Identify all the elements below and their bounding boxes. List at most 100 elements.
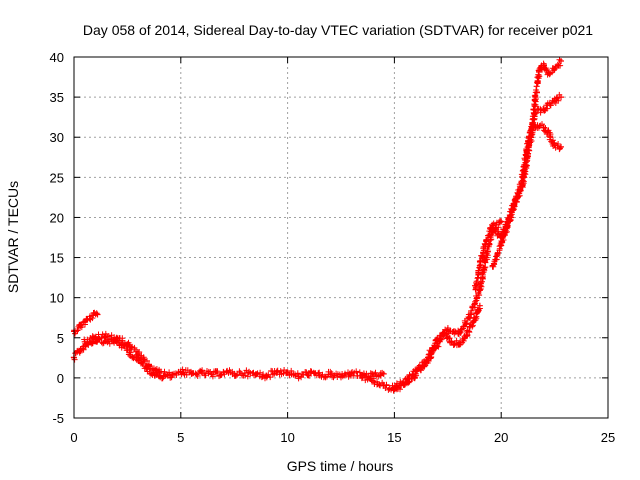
y-axis-label: SDTVAR / TECUs xyxy=(5,181,21,293)
y-tick-label: 40 xyxy=(50,50,64,65)
series-track-6 xyxy=(391,302,483,393)
data-point xyxy=(483,238,490,245)
data-points xyxy=(70,56,565,394)
data-point xyxy=(145,362,152,369)
y-tick-label: 10 xyxy=(50,291,64,306)
data-point xyxy=(540,124,547,131)
data-point xyxy=(534,122,541,129)
data-point xyxy=(434,342,441,349)
grid xyxy=(74,57,608,418)
y-tick-label: 35 xyxy=(50,90,64,105)
data-point xyxy=(241,370,248,377)
data-point xyxy=(553,95,560,102)
data-point xyxy=(273,368,280,375)
y-tick-label: 15 xyxy=(50,251,64,266)
data-point xyxy=(519,174,526,181)
data-point xyxy=(126,349,133,356)
data-point xyxy=(156,370,163,377)
data-point xyxy=(359,373,366,380)
data-point xyxy=(167,372,174,379)
data-point xyxy=(370,378,377,385)
data-points-path xyxy=(528,121,563,153)
data-point xyxy=(470,318,477,325)
data-point xyxy=(489,262,496,269)
data-point xyxy=(391,384,398,391)
data-point xyxy=(284,369,291,376)
data-point xyxy=(338,373,344,380)
y-tick-label: 0 xyxy=(57,371,64,386)
data-points-path xyxy=(71,309,100,337)
data-point xyxy=(263,372,270,379)
x-axis-label: GPS time / hours xyxy=(287,458,394,474)
x-tick-label: 20 xyxy=(494,430,508,445)
data-point xyxy=(498,218,505,225)
data-point xyxy=(525,134,532,141)
data-point xyxy=(81,338,88,345)
data-point xyxy=(231,370,238,377)
data-point xyxy=(295,373,302,380)
data-point xyxy=(209,371,216,378)
data-point xyxy=(90,312,97,319)
x-tick-label: 10 xyxy=(280,430,294,445)
data-point xyxy=(455,330,462,337)
data-point xyxy=(540,106,547,113)
data-point xyxy=(476,302,483,309)
y-tick-label: 5 xyxy=(57,331,64,346)
data-point xyxy=(489,222,496,229)
data-point xyxy=(455,341,462,348)
y-tick-label: 25 xyxy=(50,170,64,185)
data-point xyxy=(220,369,227,376)
data-point xyxy=(540,62,547,69)
data-point xyxy=(532,94,539,101)
series-track-1 xyxy=(71,309,101,337)
data-point xyxy=(440,330,447,337)
data-point xyxy=(528,126,535,133)
data-point xyxy=(472,286,479,293)
data-point xyxy=(536,66,543,73)
data-point xyxy=(547,102,554,109)
data-point xyxy=(532,110,539,117)
ticks: 0 5 10 15 20 25 -5 0 5 10 15 20 25 30 35 40 xyxy=(50,50,616,445)
x-tick-label: 0 xyxy=(70,430,77,445)
data-point xyxy=(558,143,565,150)
data-point xyxy=(402,379,409,386)
y-tick-label: 20 xyxy=(50,210,64,225)
data-point xyxy=(327,371,334,378)
data-point xyxy=(348,370,355,377)
series-track-9 xyxy=(528,121,565,153)
y-tick-label: 30 xyxy=(50,130,64,145)
data-point xyxy=(77,346,84,353)
data-point xyxy=(423,358,430,365)
data-point xyxy=(551,142,558,149)
data-point xyxy=(77,322,84,329)
data-point xyxy=(498,242,505,249)
data-point xyxy=(83,317,90,324)
x-tick-label: 5 xyxy=(177,430,184,445)
x-tick-label: 15 xyxy=(387,430,401,445)
data-point xyxy=(444,326,451,333)
plot-frame xyxy=(73,56,609,419)
series-track-8 xyxy=(489,91,565,270)
data-point xyxy=(547,134,554,141)
data-point xyxy=(316,372,323,379)
data-point xyxy=(252,371,259,378)
data-point xyxy=(177,368,184,375)
chart-title: Day 058 of 2014, Sidereal Day-to-day VTE… xyxy=(83,22,593,38)
data-point xyxy=(380,370,387,377)
data-point xyxy=(558,58,565,65)
data-point xyxy=(94,311,101,318)
data-point xyxy=(199,370,206,377)
data-point xyxy=(113,334,120,341)
data-point xyxy=(461,334,468,341)
data-point xyxy=(124,341,131,348)
data-point xyxy=(103,333,110,340)
x-tick-label: 25 xyxy=(601,430,615,445)
data-point xyxy=(551,66,558,73)
data-point xyxy=(135,350,142,357)
data-point xyxy=(545,70,552,77)
series-track-3 xyxy=(81,330,238,381)
data-point xyxy=(380,382,387,389)
data-point xyxy=(92,334,99,341)
